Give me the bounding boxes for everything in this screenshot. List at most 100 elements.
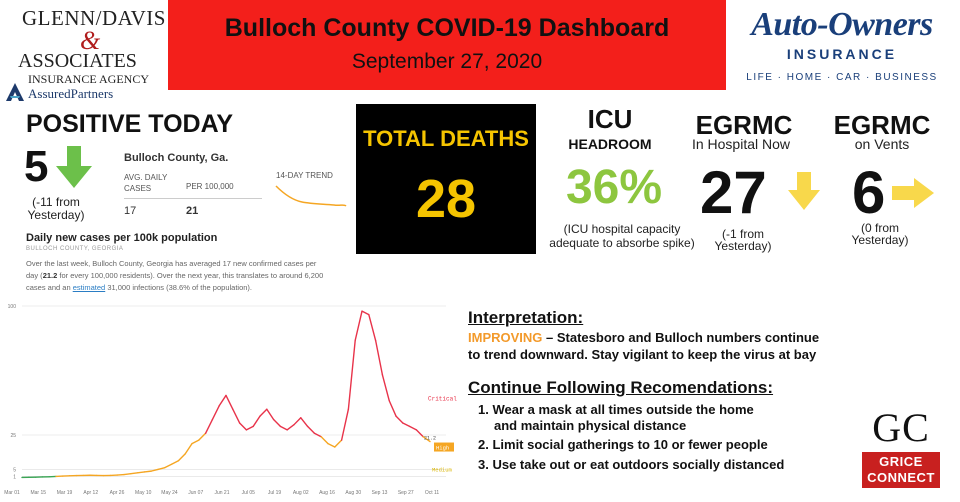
estimated-link[interactable]: estimated — [72, 283, 106, 292]
interpretation-line-2: to trend downward. Stay vigilant to keep… — [468, 347, 817, 362]
down-arrow-icon — [788, 172, 820, 210]
grice-band: GRICE CONNECT — [862, 452, 940, 488]
article-body: Over the last week, Bulloch County, Geor… — [26, 258, 326, 294]
dashboard-header: Bulloch County COVID-19 Dashboard Septem… — [168, 0, 726, 90]
logo-line-3: INSURANCE AGENCY — [28, 72, 150, 86]
series-segment — [177, 453, 186, 462]
logo-line-2: ASSOCIATES — [18, 50, 137, 72]
series-segment — [381, 374, 390, 402]
critical-label: Critical — [428, 396, 457, 403]
high-label: High — [436, 445, 449, 452]
current-value-label: 21.2 — [424, 436, 436, 442]
chart-grid — [22, 305, 446, 477]
page-date: September 27, 2020 — [351, 50, 543, 73]
y-tick-label: 25 — [10, 433, 16, 439]
series-segment — [143, 470, 152, 473]
series-segment — [334, 439, 343, 448]
x-tick-label: Oct 11 — [425, 490, 440, 496]
grice-connect-logo: GC GRICE CONNECT — [858, 404, 944, 492]
county-title: Bulloch County, Ga. — [124, 152, 229, 164]
x-tick-label: Aug 30 — [345, 490, 361, 496]
logo-line-4: AssuredPartners — [28, 86, 114, 101]
series-segment — [313, 432, 322, 438]
series-segment — [354, 310, 363, 342]
series-segment — [136, 471, 146, 474]
series-segment — [306, 425, 316, 434]
interpretation-line-1: IMPROVING – Statesboro and Bulloch numbe… — [468, 330, 819, 345]
chart-y-ticks: 15 25 100 — [8, 304, 17, 480]
x-tick-label: Jun 07 — [188, 490, 203, 496]
total-deaths-panel: TOTAL DEATHS 28 — [356, 104, 536, 254]
egrmc-hospital-subtitle: In Hospital Now — [691, 136, 791, 152]
x-tick-label: Jun 21 — [214, 490, 229, 496]
positive-today-note: (-11 from Yesterday) — [27, 195, 85, 222]
series-segment — [368, 313, 377, 342]
series-segment — [327, 442, 336, 448]
icu-note: (ICU hospital capacity adequate to absor… — [549, 222, 695, 250]
x-tick-label: May 24 — [161, 490, 178, 496]
chart-x-ticks: Mar 01 Mar 15 Mar 19 Apr 12 Apr 26 May 10 May … — [4, 490, 439, 496]
series-segment — [204, 418, 214, 434]
series-segment — [347, 339, 356, 410]
x-tick-label: Sep 13 — [372, 490, 388, 496]
series-segment — [320, 436, 329, 445]
article-text-2: for every 100,000 residents). Over the n… — [26, 271, 324, 292]
grice-line-2: CONNECT — [867, 470, 935, 485]
logo-ampersand: & — [80, 26, 101, 55]
recommendations-heading: Continue Following Recomendations: — [468, 378, 774, 397]
x-tick-label: Sep 27 — [398, 490, 414, 496]
avg-daily-cases-header: AVG. DAILY CASES — [124, 173, 168, 193]
series-segment — [272, 418, 282, 428]
glenn-davis-logo: GLENN/DAVIS & ASSOCIATES INSURANCE AGENC… — [4, 4, 165, 101]
grice-line-1: GRICE — [879, 454, 923, 469]
assured-partners-mark-icon — [6, 83, 24, 101]
x-tick-label: Apr 12 — [83, 490, 98, 496]
recommendation-item: 1. Wear a mask at all times outside the … — [478, 402, 754, 417]
series-segment — [123, 472, 132, 476]
per-100k-value: 21 — [186, 205, 199, 217]
right-arrow-icon — [892, 178, 934, 208]
egrmc-vents-title: EGRMC — [833, 110, 931, 140]
series-segment — [184, 442, 193, 455]
total-deaths-label: TOTAL DEATHS — [363, 126, 529, 151]
series-segment — [170, 460, 180, 465]
series-segment — [157, 466, 166, 471]
auto-owners-brand: Auto-Owners — [751, 6, 933, 43]
table-divider — [124, 198, 262, 199]
article-text-1: Over the last week, Bulloch County, Geor… — [26, 259, 317, 280]
auto-owners-tagline: LIFE · HOME · CAR · BUSINESS — [746, 72, 938, 83]
egrmc-vents-note: (0 from Yesterday) — [851, 221, 909, 247]
x-tick-label: Jul 19 — [268, 490, 282, 496]
series-segment — [259, 408, 268, 417]
article-title: Daily new cases per 100k population — [26, 232, 218, 244]
series-segment — [374, 339, 384, 376]
series-segment — [422, 436, 431, 443]
down-arrow-icon — [56, 146, 92, 188]
series-segment — [191, 439, 200, 445]
x-tick-label: Apr 26 — [110, 490, 125, 496]
recommendation-item-continued: and maintain physical distance — [494, 418, 687, 433]
per-100k-header: PER 100,000 — [186, 182, 234, 191]
trend-label: 14-DAY TREND — [276, 171, 333, 180]
article-subtitle: BULLOCH COUNTY, GEORGIA — [26, 246, 124, 252]
egrmc-vents-subtitle: on Vents — [854, 136, 910, 152]
series-segment — [225, 394, 234, 410]
total-deaths-value: 28 — [415, 169, 477, 229]
avg-daily-cases-value: 17 — [124, 205, 137, 217]
series-segment — [395, 415, 404, 424]
series-segment — [408, 425, 418, 431]
interpretation-heading: Interpretation: — [468, 308, 584, 327]
series-segment — [279, 425, 288, 431]
icu-value: 36% — [565, 161, 663, 214]
recommendation-item: 2. Limit social gatherings to 10 or fewe… — [478, 437, 768, 452]
series-segment — [388, 399, 397, 417]
x-tick-label: Jul 05 — [242, 490, 256, 496]
series-segment — [150, 468, 159, 472]
page-title: Bulloch County COVID-19 Dashboard — [224, 14, 670, 42]
egrmc-hospital-title: EGRMC — [695, 110, 793, 140]
series-segment — [361, 310, 370, 316]
grice-letters: GC — [872, 405, 930, 450]
series-segment — [340, 408, 350, 441]
series-segment — [293, 417, 302, 426]
